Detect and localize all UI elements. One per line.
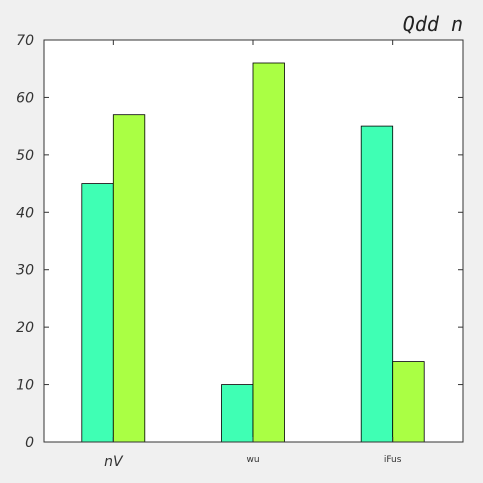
y-tick-label: 60 [16,90,34,106]
x-tick-label: iFus [384,455,402,465]
y-tick-label: 30 [16,263,34,279]
bar-wu-series-2 [253,63,285,442]
y-tick-label: 40 [16,205,34,221]
y-tick-label: 70 [16,33,34,49]
bar-iFus-series-2 [393,362,425,442]
y-tick-label: 50 [16,148,34,164]
x-tick-label: wu [246,455,259,465]
bar-nV-series-1 [82,184,114,442]
y-tick-label: 0 [25,435,34,451]
y-tick-label: 20 [16,320,34,336]
bar-iFus-series-1 [361,126,393,442]
chart-title: Qdd n [403,12,463,36]
x-tick-label: nV [104,454,124,470]
bar-nV-series-2 [113,115,145,442]
bar-wu-series-1 [222,385,254,442]
y-tick-label: 10 [16,378,34,394]
